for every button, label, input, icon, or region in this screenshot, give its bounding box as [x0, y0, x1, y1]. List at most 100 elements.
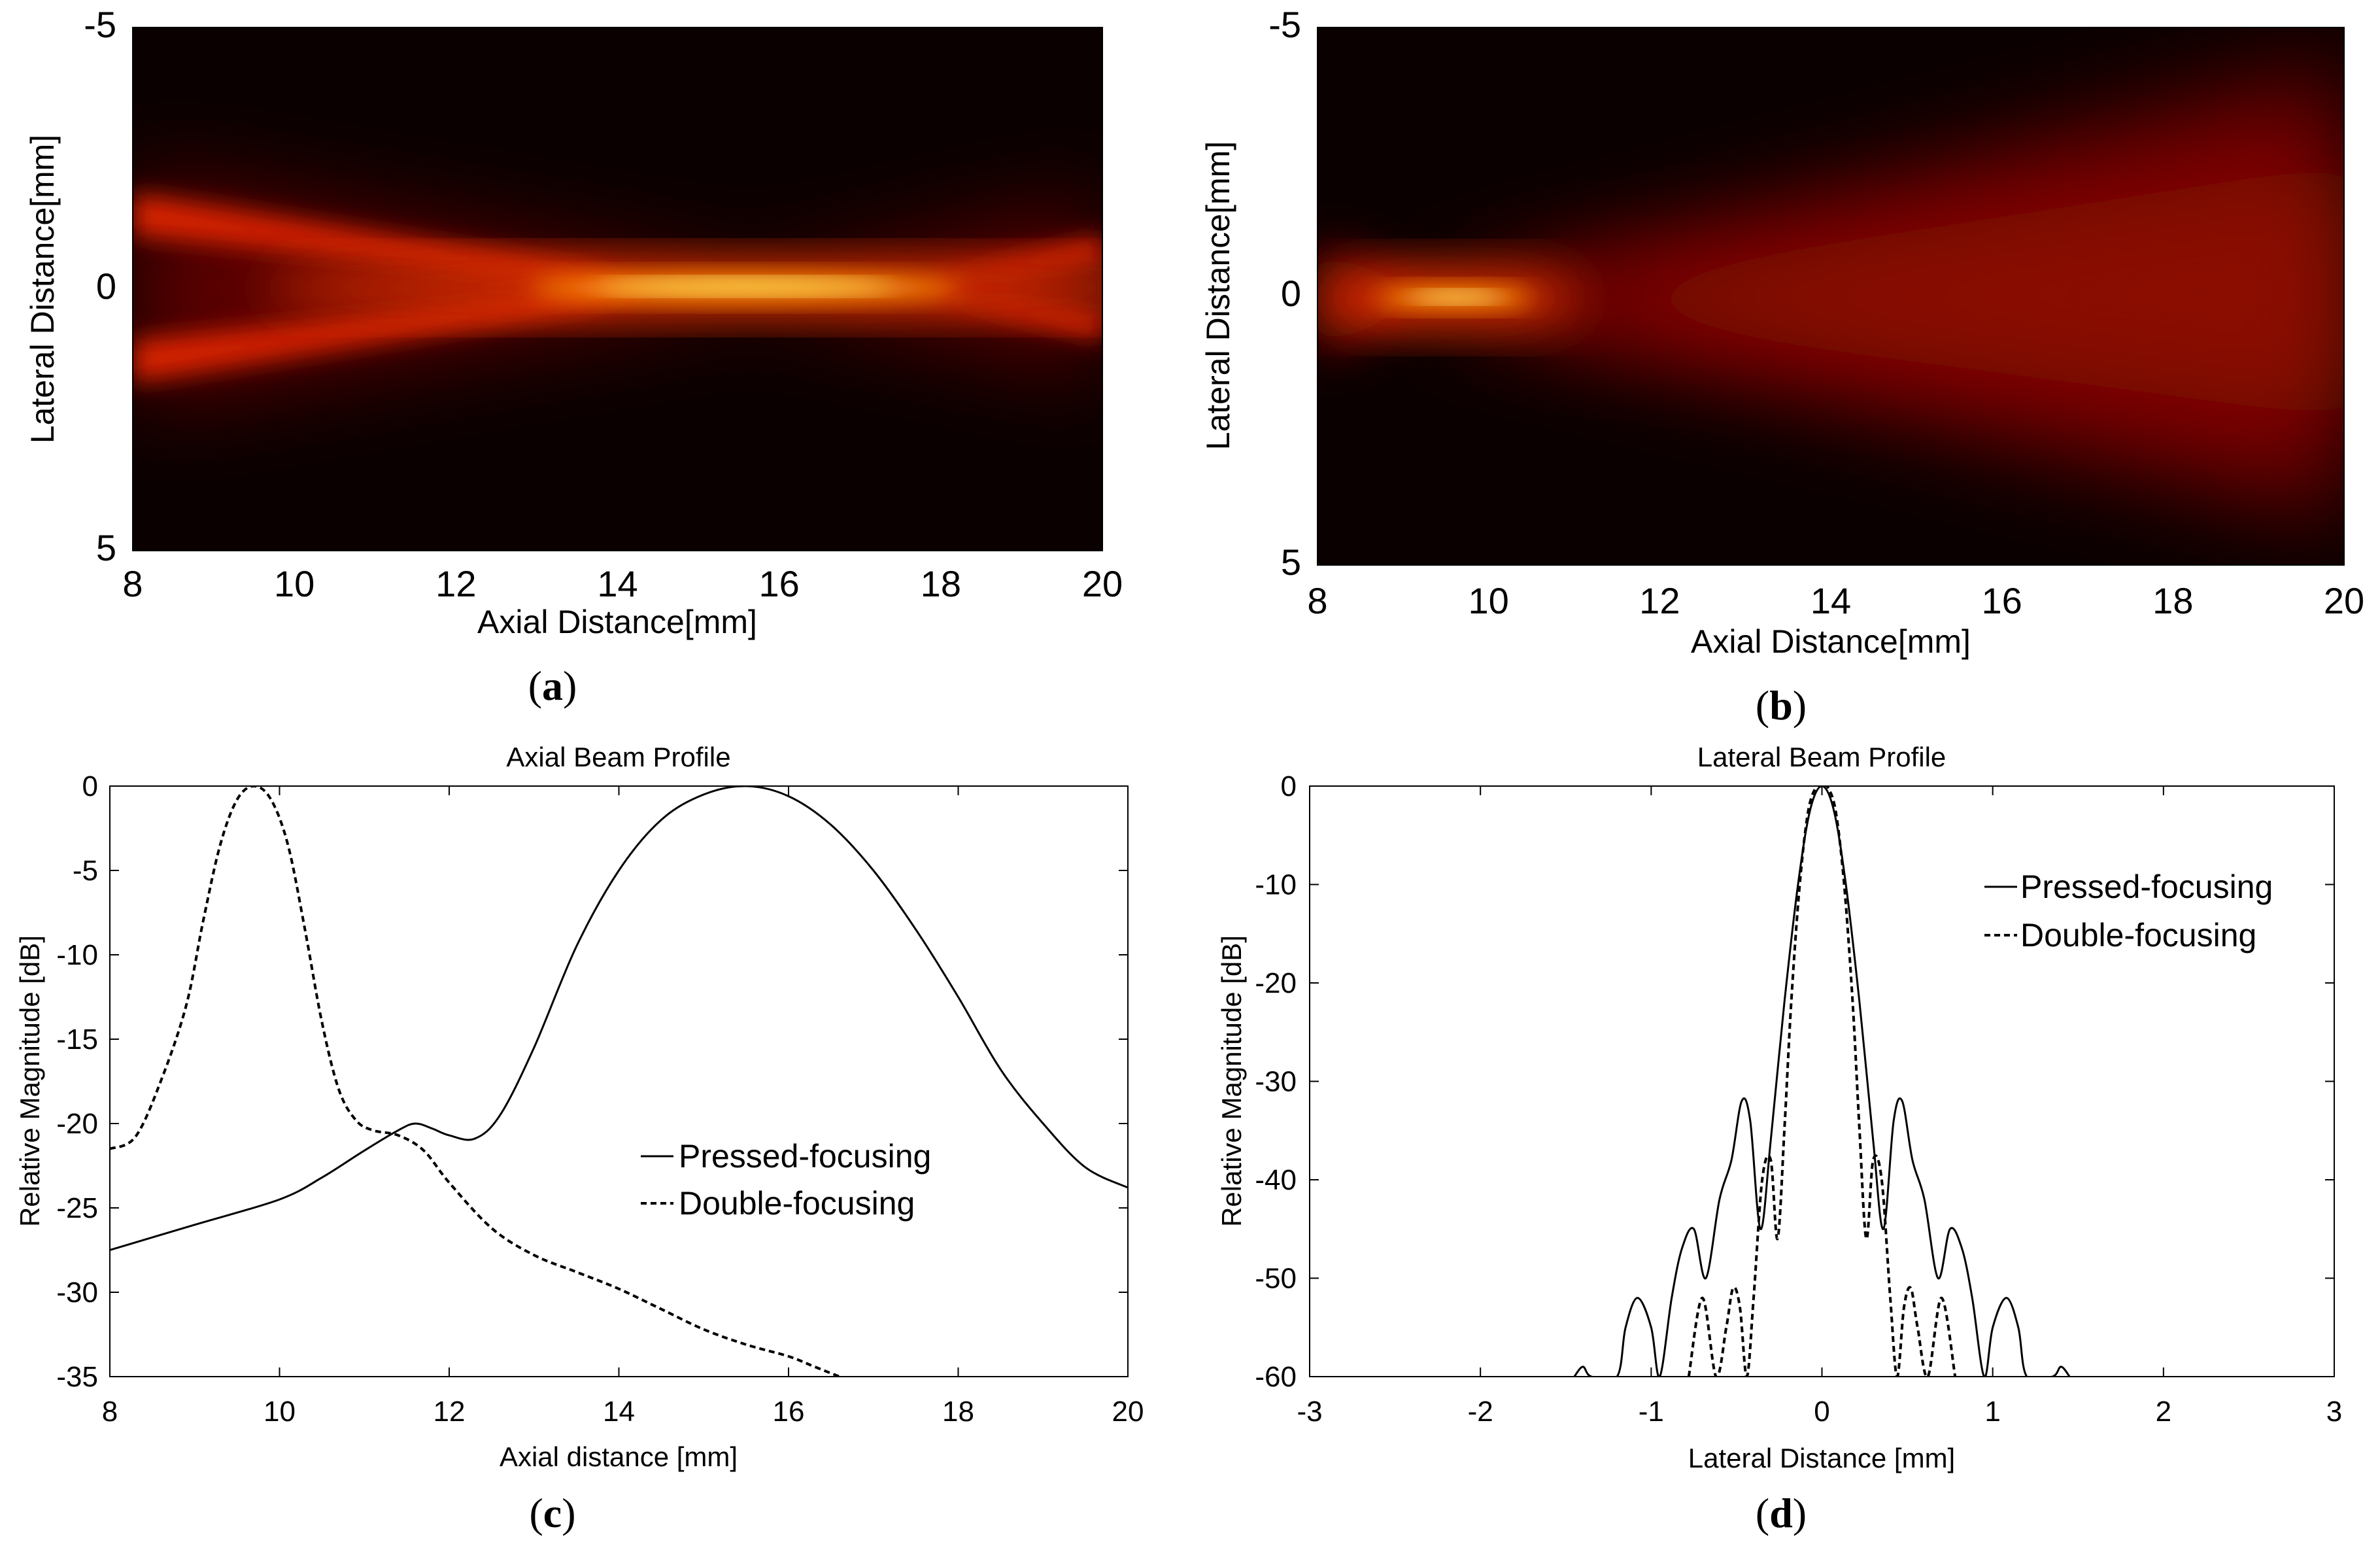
caption-b: (b) [1756, 682, 1807, 729]
line-c-series-pressed [110, 786, 1128, 1251]
line-c-frame [109, 785, 1129, 1377]
xtick-label-b-5: 18 [2152, 580, 2193, 621]
heatmap-b-xticks: 8 10 12 14 16 18 20 [1307, 580, 2364, 621]
caption-d-close: ) [1793, 1490, 1807, 1536]
caption-a-close: ) [563, 662, 577, 709]
line-c-series-double [110, 786, 840, 1377]
ytick-label-d-0: 0 [1281, 770, 1297, 802]
heatmap-a-yticks: -5 0 5 [84, 4, 116, 568]
xtick-label-d-3: 0 [1814, 1396, 1829, 1428]
caption-a: (a) [528, 662, 577, 709]
ytick-label-b-0: -5 [1268, 4, 1301, 45]
caption-c: (c) [529, 1490, 575, 1536]
line-c-yticks: 0 -5 -10 -15 -20 -25 -30 -35 [56, 770, 98, 1393]
line-d-series-double [1687, 786, 1957, 1377]
heatmap-panel-a: 8 10 12 14 16 18 20 -5 0 5 Axial Distance[mm] La… [24, 4, 1123, 640]
caption-b-letter: b [1769, 682, 1793, 729]
line-c-ylabel: Relative Magnitude [dB] [14, 935, 45, 1227]
heatmap-a-xlabel: Axial Distance[mm] [477, 604, 757, 640]
line-d-series-pressed [1573, 786, 2071, 1377]
xtick-label-c-5: 18 [942, 1396, 974, 1428]
xtick-label-c-3: 14 [603, 1396, 635, 1428]
heatmap-b-ylabel: Lateral Distance[mm] [1200, 141, 1236, 450]
caption-c-close: ) [562, 1490, 575, 1536]
caption-d: (d) [1756, 1490, 1807, 1536]
line-d-xticks: -3 -2 -1 0 1 2 3 [1297, 1396, 2342, 1428]
ytick-label-c-7: -35 [56, 1361, 98, 1393]
line-c-xticks: 8 10 12 14 16 18 20 [102, 1396, 1144, 1428]
ytick-label-d-5: -50 [1255, 1263, 1297, 1295]
xtick-label-a-2: 12 [435, 563, 476, 604]
xtick-label-b-2: 12 [1639, 580, 1680, 621]
caption-b-close: ) [1793, 682, 1807, 729]
xtick-label-b-4: 16 [1982, 580, 2022, 621]
legend-d-entry-double: Double-focusing [2020, 917, 2256, 953]
caption-c-letter: c [543, 1490, 562, 1536]
line-d-legend: Pressed-focusing Double-focusing [1984, 868, 2273, 953]
xtick-label-c-6: 20 [1112, 1396, 1144, 1428]
xtick-label-c-2: 12 [434, 1396, 466, 1428]
xtick-label-c-0: 8 [102, 1396, 118, 1428]
ytick-label-d-3: -30 [1255, 1066, 1297, 1098]
heatmap-b-field [1318, 27, 2344, 565]
ytick-label-d-2: -20 [1255, 967, 1297, 999]
caption-a-open: ( [528, 662, 542, 709]
xtick-label-a-3: 14 [597, 563, 638, 604]
ytick-label-c-4: -20 [56, 1108, 98, 1140]
xtick-label-b-0: 8 [1307, 580, 1327, 621]
caption-c-open: ( [529, 1490, 543, 1536]
heatmap-a-field [133, 27, 1102, 551]
legend-c-entry-pressed: Pressed-focusing [679, 1138, 931, 1175]
ytick-label-c-2: -10 [56, 939, 98, 971]
heatmap-b-yticks: -5 0 5 [1268, 4, 1301, 583]
legend-c-entry-double: Double-focusing [679, 1185, 915, 1222]
xtick-label-c-4: 16 [773, 1396, 805, 1428]
ytick-label-c-0: 0 [82, 770, 98, 802]
line-d-xlabel: Lateral Distance [mm] [1688, 1443, 1955, 1473]
caption-d-open: ( [1756, 1490, 1769, 1536]
heatmap-panel-b: 8 10 12 14 16 18 20 -5 0 5 Axial Distance[mm] La… [1200, 4, 2364, 660]
line-c-legend: Pressed-focusing Double-focusing [641, 1138, 931, 1222]
xtick-label-d-4: 1 [1984, 1396, 2000, 1428]
xtick-label-d-0: -3 [1297, 1396, 1322, 1428]
line-c-xlabel: Axial distance [mm] [500, 1441, 738, 1472]
line-d-ticks [1309, 785, 2335, 1377]
xtick-label-a-4: 16 [759, 563, 800, 604]
ytick-label-c-5: -25 [56, 1192, 98, 1224]
line-d-title: Lateral Beam Profile [1697, 742, 1946, 772]
heatmap-a-ylabel: Lateral Distance[mm] [24, 135, 61, 443]
ytick-label-d-1: -10 [1255, 869, 1297, 901]
xtick-label-d-1: -2 [1468, 1396, 1493, 1428]
ytick-label-c-6: -30 [56, 1277, 98, 1309]
line-panel-c: 8 10 12 14 16 18 20 0 -5 -10 -15 -20 -25 -30 -35 Pres… [14, 742, 1144, 1472]
line-d-yticks: 0 -10 -20 -30 -40 -50 -60 [1255, 770, 1297, 1393]
xtick-label-d-2: -1 [1639, 1396, 1664, 1428]
legend-d-entry-pressed: Pressed-focusing [2020, 868, 2273, 905]
ytick-label-b-2: 5 [1281, 541, 1301, 583]
line-c-title: Axial Beam Profile [506, 742, 730, 772]
xtick-label-c-1: 10 [264, 1396, 296, 1428]
line-c-ticks [109, 785, 1129, 1377]
heatmap-a-xticks: 8 10 12 14 16 18 20 [122, 563, 1123, 604]
ytick-label-d-4: -40 [1255, 1164, 1297, 1196]
heatmap-b-frame [1317, 27, 2345, 566]
xtick-label-d-5: 2 [2156, 1396, 2171, 1428]
xtick-label-a-6: 20 [1082, 563, 1123, 604]
ytick-label-a-2: 5 [96, 527, 116, 568]
xtick-label-a-1: 10 [274, 563, 314, 604]
ytick-label-c-3: -15 [56, 1023, 98, 1056]
xtick-label-b-1: 10 [1469, 580, 1509, 621]
xtick-label-d-6: 3 [2326, 1396, 2342, 1428]
heatmap-a-frame [132, 27, 1103, 551]
caption-d-letter: d [1769, 1490, 1793, 1536]
ytick-label-d-6: -60 [1255, 1361, 1297, 1393]
caption-b-open: ( [1756, 682, 1769, 729]
ytick-label-c-1: -5 [73, 855, 98, 887]
xtick-label-b-3: 14 [1810, 580, 1851, 621]
line-panel-d: -3 -2 -1 0 1 2 3 0-10-20-30-40-50-60 Pressed-f… [1216, 742, 2342, 1473]
xtick-label-a-0: 8 [122, 563, 143, 604]
line-d-ylabel: Relative Magnitude [dB] [1216, 935, 1247, 1227]
xtick-label-a-5: 18 [921, 563, 961, 604]
caption-a-letter: a [542, 662, 563, 709]
